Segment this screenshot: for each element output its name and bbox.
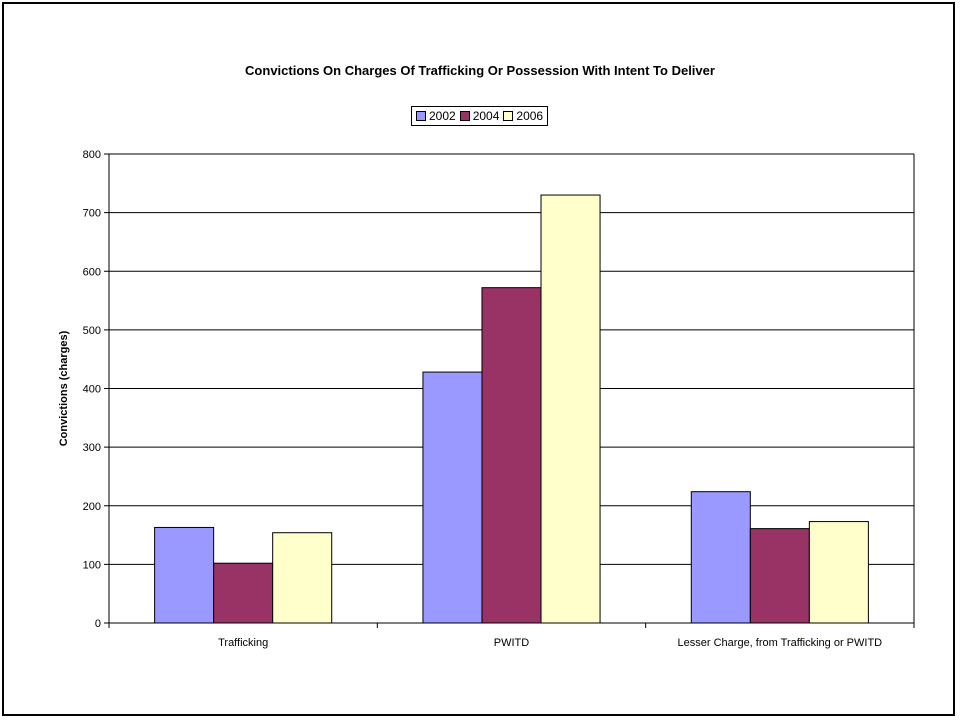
x-tick-label: Lesser Charge, from Trafficking or PWITD bbox=[678, 637, 883, 649]
bar bbox=[690, 491, 751, 624]
bar bbox=[272, 532, 333, 624]
y-tick-label: 600 bbox=[83, 266, 101, 278]
legend-label-2002: 2002 bbox=[429, 109, 456, 123]
bar bbox=[481, 287, 542, 624]
chart-title: Convictions On Charges Of Trafficking Or… bbox=[245, 63, 715, 78]
legend-label-2006: 2006 bbox=[516, 109, 544, 123]
y-tick-label: 100 bbox=[83, 559, 101, 571]
bar bbox=[540, 194, 601, 624]
legend-swatch-2002 bbox=[416, 111, 426, 121]
y-tick-label: 300 bbox=[83, 442, 101, 454]
legend-label-2004: 2004 bbox=[472, 109, 500, 123]
y-tick-label: 700 bbox=[83, 208, 101, 220]
y-tick-label: 400 bbox=[83, 384, 101, 396]
chart-legend: 2002 2004 2006 bbox=[411, 106, 549, 126]
bar bbox=[422, 371, 483, 624]
x-tick-label: Trafficking bbox=[218, 637, 268, 649]
y-tick-label: 500 bbox=[83, 325, 101, 337]
y-tick-label: 200 bbox=[83, 501, 101, 513]
bar bbox=[749, 528, 810, 624]
legend-swatch-2006 bbox=[503, 111, 514, 121]
bar bbox=[154, 526, 215, 624]
bar bbox=[808, 521, 869, 624]
legend-item-2004: 2004 bbox=[459, 109, 500, 123]
bar bbox=[213, 562, 274, 624]
legend-swatch-2004 bbox=[459, 111, 470, 121]
y-tick-label: 800 bbox=[83, 149, 101, 161]
y-tick-label: 0 bbox=[95, 618, 101, 630]
legend-item-2006: 2006 bbox=[503, 109, 543, 123]
legend-item-2002: 2002 bbox=[416, 109, 456, 123]
x-tick-label: PWITD bbox=[494, 637, 529, 649]
y-axis-title: Convictions (charges) bbox=[58, 330, 70, 446]
